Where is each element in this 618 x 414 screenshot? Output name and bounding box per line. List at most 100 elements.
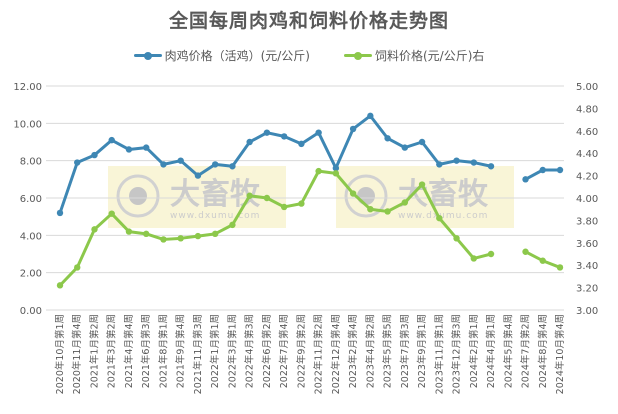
right-axis-tick: 4.40 [576, 149, 598, 160]
data-point [229, 163, 236, 170]
data-point [211, 230, 219, 238]
data-point [436, 214, 443, 222]
data-point [74, 159, 81, 166]
data-point [367, 206, 374, 213]
data-point [280, 133, 288, 140]
x-axis-tick: 2023年2月第4周 [347, 314, 359, 388]
right-axis-tick: 4.20 [576, 172, 598, 183]
data-point [177, 235, 184, 242]
data-point [556, 166, 564, 174]
broiler-price-series [56, 112, 564, 217]
data-point [143, 230, 150, 238]
data-point [263, 194, 271, 202]
data-point [487, 250, 495, 258]
data-point [470, 159, 477, 166]
data-point [401, 199, 409, 206]
data-point [177, 157, 184, 164]
left-axis-tick: 12.00 [13, 82, 42, 93]
data-point [143, 144, 150, 151]
data-point [556, 264, 564, 271]
x-axis-tick: 2023年7月第3周 [399, 314, 411, 388]
data-point [401, 144, 409, 151]
data-point [246, 192, 253, 199]
data-point [332, 164, 340, 172]
data-point [436, 161, 443, 168]
data-point [487, 163, 495, 170]
data-point [470, 255, 477, 262]
data-point [74, 264, 81, 271]
left-axis-tick: 8.00 [20, 157, 42, 168]
right-axis-tick: 4.60 [576, 127, 598, 138]
x-axis-tick: 2024年7月第2周 [520, 314, 532, 388]
x-axis-tick: 2021年3月第2周 [106, 314, 118, 388]
x-axis-tick: 2022年3月第1周 [226, 314, 238, 388]
data-point [332, 170, 340, 177]
x-axis-tick: 2021年4月第4周 [123, 314, 135, 388]
x-axis-tick: 2021年11月第3周 [192, 314, 204, 394]
x-axis-tick: 2022年12月第4周 [330, 314, 342, 394]
chart-title: 全国每周肉鸡和饲料价格走势图 [168, 10, 449, 32]
data-point [418, 138, 426, 146]
left-axis-tick: 4.00 [20, 231, 42, 242]
right-axis-tick: 3.80 [576, 216, 598, 227]
data-point [211, 161, 219, 168]
data-point [453, 235, 460, 242]
legend-item-feed: 饲料价格(元/公斤)右 [344, 47, 484, 64]
data-point [280, 203, 288, 211]
x-axis-tick: 2024年4月第1周 [485, 314, 497, 388]
legend: 肉鸡价格（活鸡）(元/公斤) 饲料价格(元/公斤)右 [0, 47, 618, 64]
data-point [384, 135, 391, 142]
feed-price-series [56, 167, 564, 289]
data-point [160, 161, 167, 168]
x-axis-tick: 2021年8月第1周 [157, 314, 169, 388]
data-point [229, 221, 236, 229]
legend-label: 肉鸡价格（活鸡）(元/公斤) [164, 49, 310, 63]
x-axis-tick: 2023年5月第5周 [382, 314, 394, 388]
data-point [298, 140, 305, 148]
right-axis-tick: 3.60 [576, 239, 598, 250]
data-point [194, 232, 202, 240]
data-point [56, 209, 64, 217]
x-axis-tick: 2021年6月第3周 [140, 314, 152, 388]
left-axis-tick: 2.00 [20, 269, 42, 280]
data-point [246, 138, 253, 146]
data-point [125, 228, 133, 235]
data-point [56, 282, 64, 289]
data-point [539, 257, 546, 264]
svg-text:www.dxumu.com: www.dxumu.com [398, 211, 488, 221]
data-point [108, 210, 115, 217]
svg-text:大畜牧: 大畜牧 [170, 177, 261, 212]
x-axis-tick: 2022年6月第2周 [261, 314, 273, 388]
x-axis-tick: 2023年12月第3周 [451, 314, 463, 394]
data-point [108, 136, 115, 144]
x-axis-tick: 2022年1月第1周 [209, 314, 221, 388]
x-axis-tick: 2024年2月第1周 [468, 314, 480, 388]
x-axis-tick: 2022年7月第4周 [278, 314, 290, 388]
left-axis-tick: 6.00 [20, 194, 42, 205]
x-axis-tick: 2021年9月第4周 [175, 314, 187, 388]
legend-line-marker-icon [344, 51, 372, 60]
data-point [125, 146, 133, 153]
right-axis-tick: 4.80 [576, 104, 598, 115]
x-axis-tick: 2021年1月第2周 [88, 314, 100, 388]
data-point [298, 200, 305, 207]
data-point [349, 190, 357, 197]
x-axis-tick: 2024年5月第4周 [502, 314, 514, 388]
data-point [315, 167, 322, 175]
x-axis-tick: 2020年10月第1周 [54, 314, 66, 394]
legend-line-marker-icon [133, 51, 162, 60]
x-axis-tick: 2024年8月第4周 [537, 314, 549, 388]
data-point [453, 157, 460, 164]
data-point [349, 125, 357, 133]
legend-label: 饲料价格(元/公斤)右 [375, 49, 485, 63]
right-axis-tick: 3.00 [576, 306, 598, 317]
data-point [194, 172, 202, 179]
left-axis-tick: 10.00 [13, 119, 42, 130]
data-point [91, 151, 98, 159]
right-axis-tick: 3.20 [576, 284, 598, 295]
right-axis-tick: 4.00 [576, 194, 598, 205]
x-axis-tick: 2023年11月第1周 [433, 314, 445, 394]
x-axis-tick: 2022年9月第2周 [295, 314, 307, 388]
